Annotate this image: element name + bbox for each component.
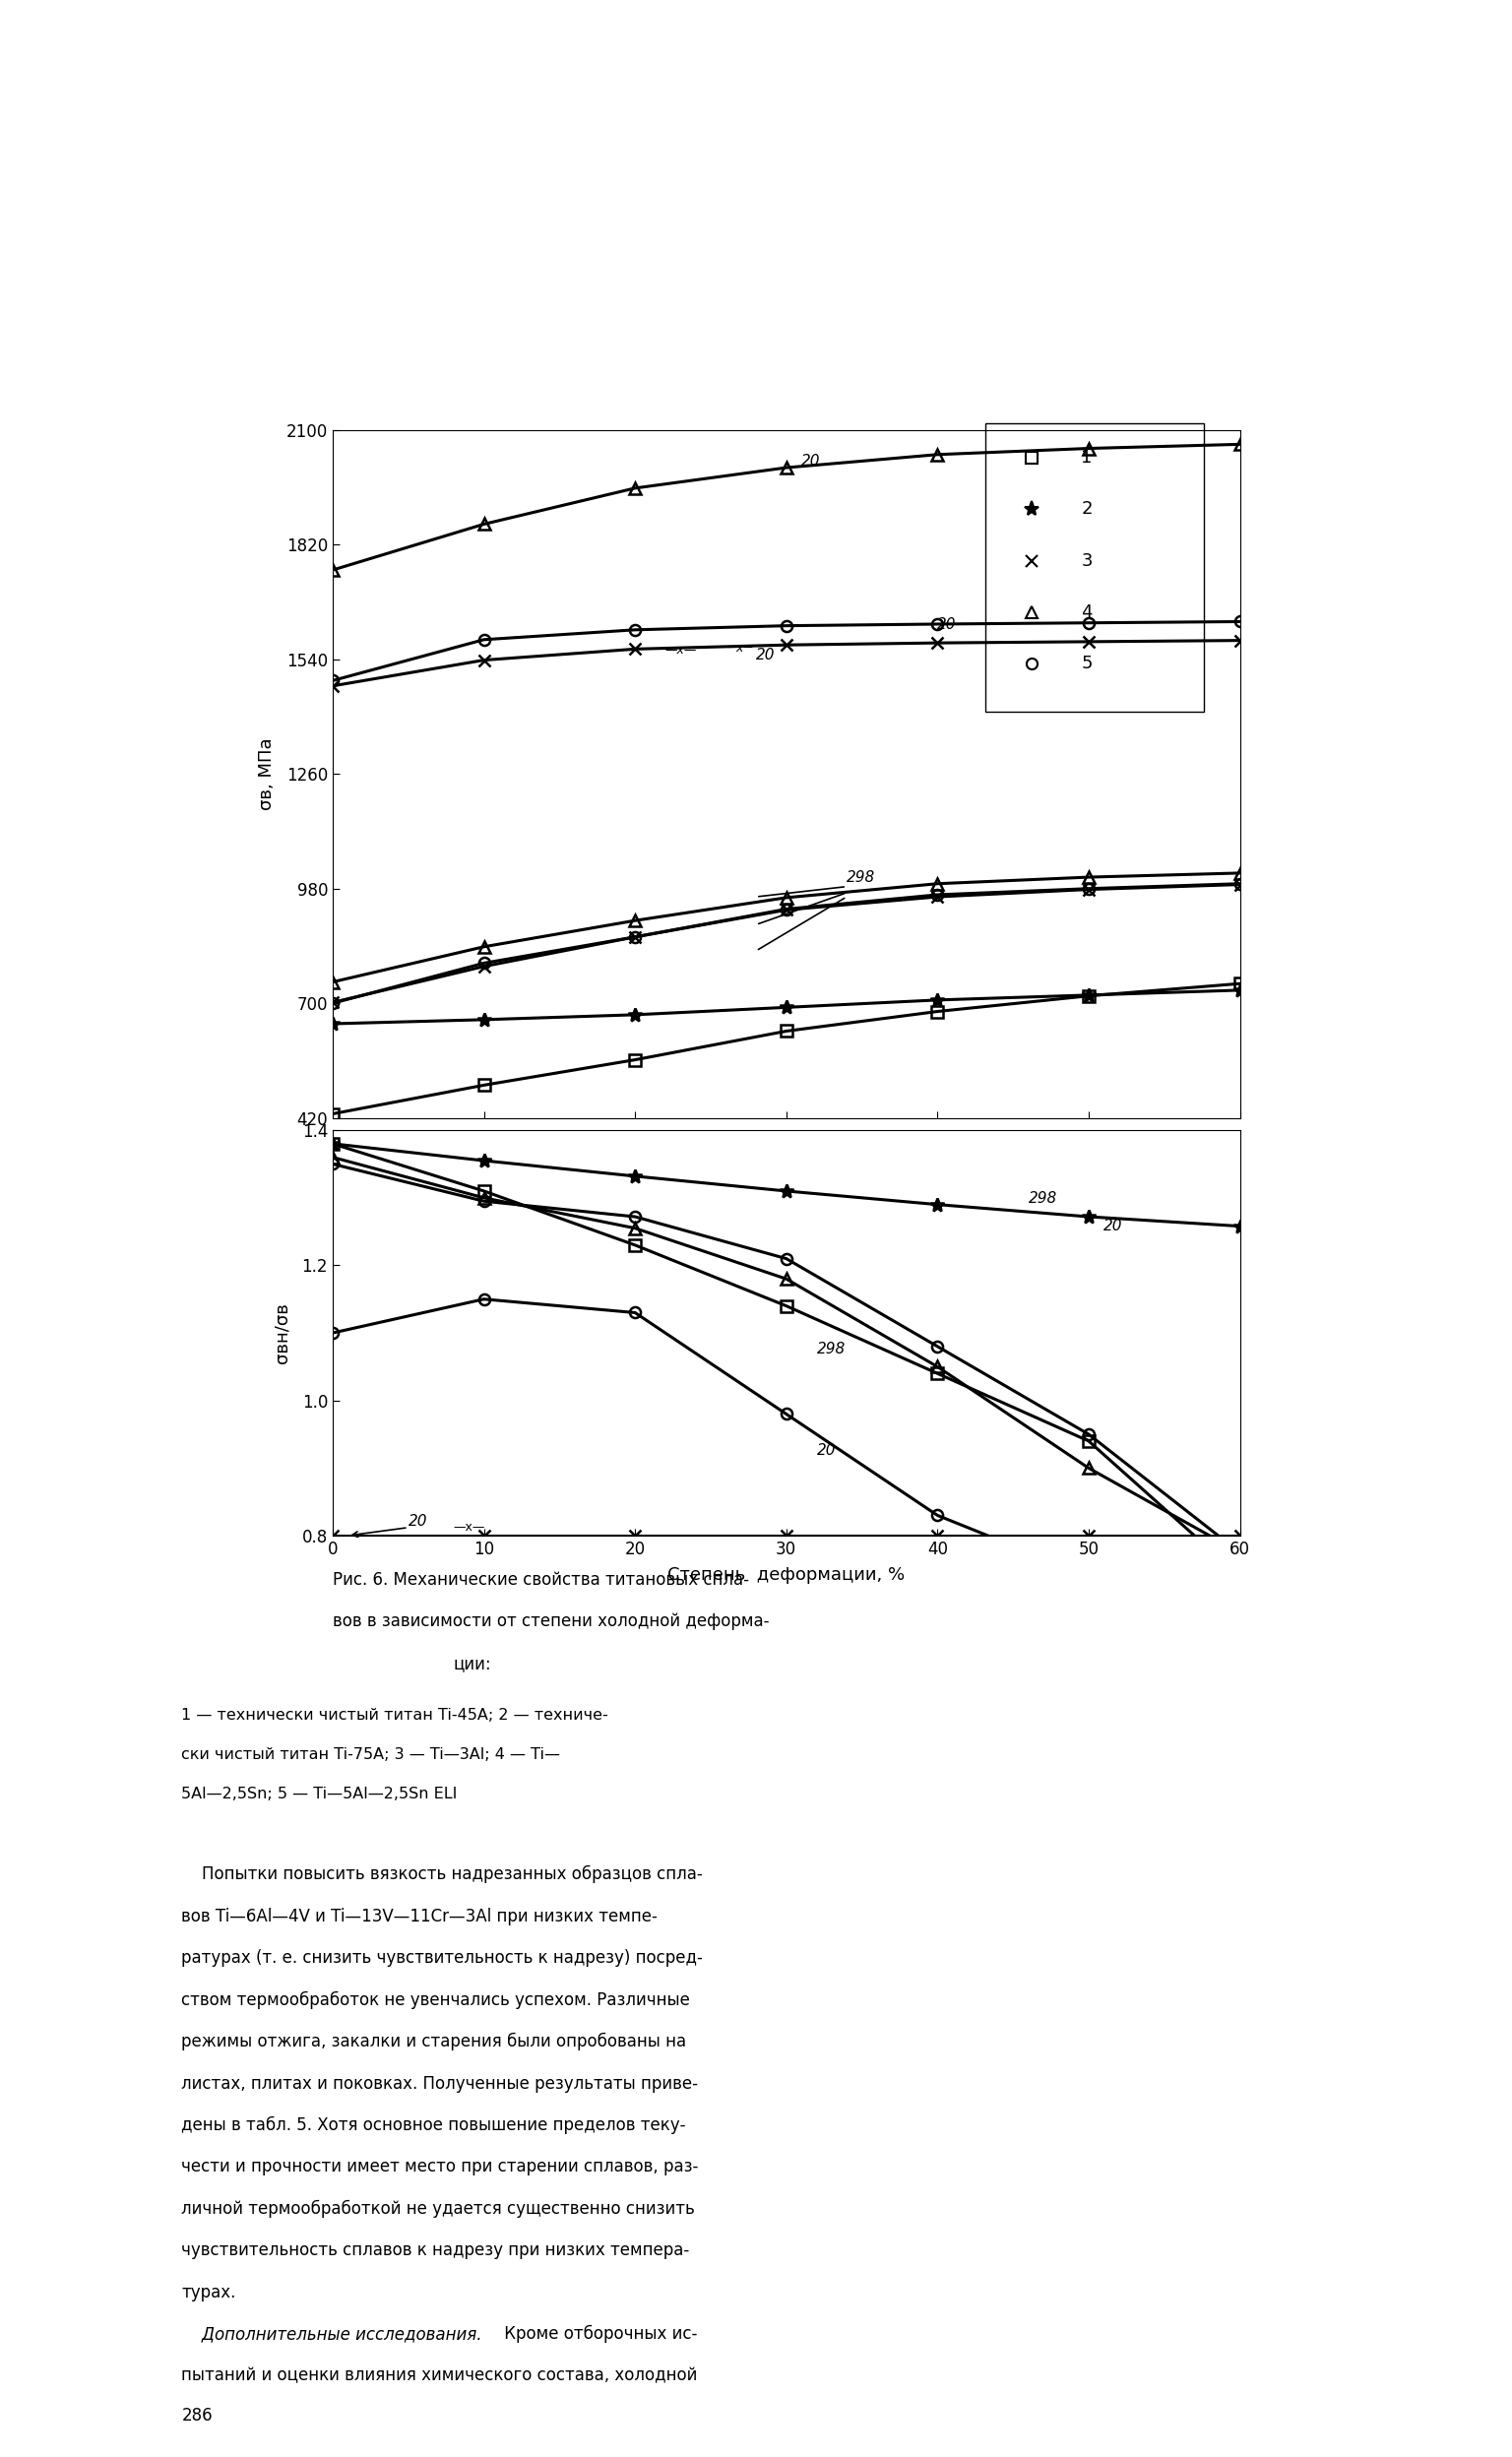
Text: Кроме отборочных ис-: Кроме отборочных ис- (499, 2324, 697, 2344)
Text: 5Al—2,5Sn; 5 — Ti—5Al—2,5Sn ELI: 5Al—2,5Sn; 5 — Ti—5Al—2,5Sn ELI (181, 1786, 458, 1801)
Text: 20: 20 (408, 1514, 428, 1528)
Text: личной термообработкой не удается существенно снизить: личной термообработкой не удается сущест… (181, 2199, 696, 2219)
Text: ции:: ции: (454, 1654, 491, 1673)
Text: Дополнительные исследования.: Дополнительные исследования. (181, 2324, 482, 2344)
Text: 20: 20 (816, 1442, 836, 1457)
Text: —x—: —x— (454, 1521, 485, 1533)
Text: Рис. 6. Механические свойства титановых спла-: Рис. 6. Механические свойства титановых … (333, 1570, 748, 1590)
Text: вов в зависимости от степени холодной деформа-: вов в зависимости от степени холодной де… (333, 1612, 770, 1631)
Y-axis label: σв, МПа: σв, МПа (257, 737, 275, 811)
Text: —x—: —x— (665, 644, 697, 656)
Text: чести и прочности имеет место при старении сплавов, раз-: чести и прочности имеет место при старен… (181, 2157, 699, 2177)
Text: 3: 3 (1081, 553, 1092, 570)
Text: 1 — технически чистый титан Ti-45А; 2 — техниче-: 1 — технически чистый титан Ti-45А; 2 — … (181, 1708, 608, 1722)
Text: Попытки повысить вязкость надрезанных образцов спла-: Попытки повысить вязкость надрезанных об… (181, 1865, 703, 1885)
Y-axis label: σвн/σв: σвн/σв (274, 1302, 290, 1364)
Text: 298: 298 (1028, 1192, 1057, 1206)
Text: ратурах (т. е. снизить чувствительность к надрезу) посред-: ратурах (т. е. снизить чувствительность … (181, 1948, 703, 1968)
Text: ством термообработок не увенчались успехом. Различные: ством термообработок не увенчались успех… (181, 1990, 691, 2010)
Text: 20: 20 (1104, 1219, 1123, 1233)
Text: 298: 298 (816, 1342, 845, 1356)
Text: 286: 286 (181, 2405, 213, 2425)
Text: 20: 20 (937, 617, 957, 631)
Text: пытаний и оценки влияния химического состава, холодной: пытаний и оценки влияния химического сос… (181, 2366, 697, 2386)
Text: 5: 5 (1081, 656, 1092, 673)
Text: 2: 2 (1081, 501, 1092, 518)
Text: 1: 1 (1081, 450, 1092, 467)
Text: турах.: турах. (181, 2283, 236, 2302)
Text: 20: 20 (756, 649, 776, 663)
Text: дены в табл. 5. Хотя основное повышение пределов теку-: дены в табл. 5. Хотя основное повышение … (181, 2115, 686, 2135)
Text: $-$x$-$: $-$x$-$ (726, 641, 754, 656)
Text: чувствительность сплавов к надрезу при низких темпера-: чувствительность сплавов к надрезу при н… (181, 2241, 689, 2260)
X-axis label: Степень  деформации, %: Степень деформации, % (668, 1565, 904, 1585)
Text: вов Ti—6Al—4V и Ti—13V—11Cr—3Al при низких темпе-: вов Ti—6Al—4V и Ti—13V—11Cr—3Al при низк… (181, 1907, 658, 1926)
Text: 4: 4 (1081, 604, 1092, 622)
Text: листах, плитах и поковках. Полученные результаты приве-: листах, плитах и поковках. Полученные ре… (181, 2074, 699, 2093)
Text: 298: 298 (847, 870, 875, 885)
Text: режимы отжига, закалки и старения были опробованы на: режимы отжига, закалки и старения были о… (181, 2032, 686, 2052)
Text: ски чистый титан Ti-75А; 3 — Ti—3Al; 4 — Ti—: ски чистый титан Ti-75А; 3 — Ti—3Al; 4 —… (181, 1747, 561, 1762)
Text: 20: 20 (801, 455, 821, 469)
